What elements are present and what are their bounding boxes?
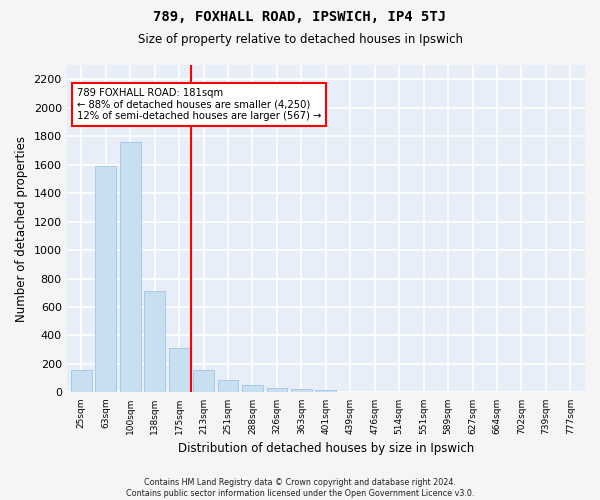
Bar xyxy=(291,390,312,392)
Bar xyxy=(193,370,214,392)
Bar xyxy=(242,384,263,392)
X-axis label: Distribution of detached houses by size in Ipswich: Distribution of detached houses by size … xyxy=(178,442,474,455)
Bar xyxy=(120,142,140,393)
Text: Contains HM Land Registry data © Crown copyright and database right 2024.
Contai: Contains HM Land Registry data © Crown c… xyxy=(126,478,474,498)
Bar xyxy=(144,292,165,392)
Bar xyxy=(266,388,287,392)
Bar xyxy=(316,390,336,392)
Bar xyxy=(71,370,92,392)
Bar xyxy=(218,380,238,392)
Text: 789 FOXHALL ROAD: 181sqm
← 88% of detached houses are smaller (4,250)
12% of sem: 789 FOXHALL ROAD: 181sqm ← 88% of detach… xyxy=(77,88,322,121)
Y-axis label: Number of detached properties: Number of detached properties xyxy=(15,136,28,322)
Bar xyxy=(169,348,190,393)
Text: 789, FOXHALL ROAD, IPSWICH, IP4 5TJ: 789, FOXHALL ROAD, IPSWICH, IP4 5TJ xyxy=(154,10,446,24)
Text: Size of property relative to detached houses in Ipswich: Size of property relative to detached ho… xyxy=(137,32,463,46)
Bar xyxy=(95,166,116,392)
